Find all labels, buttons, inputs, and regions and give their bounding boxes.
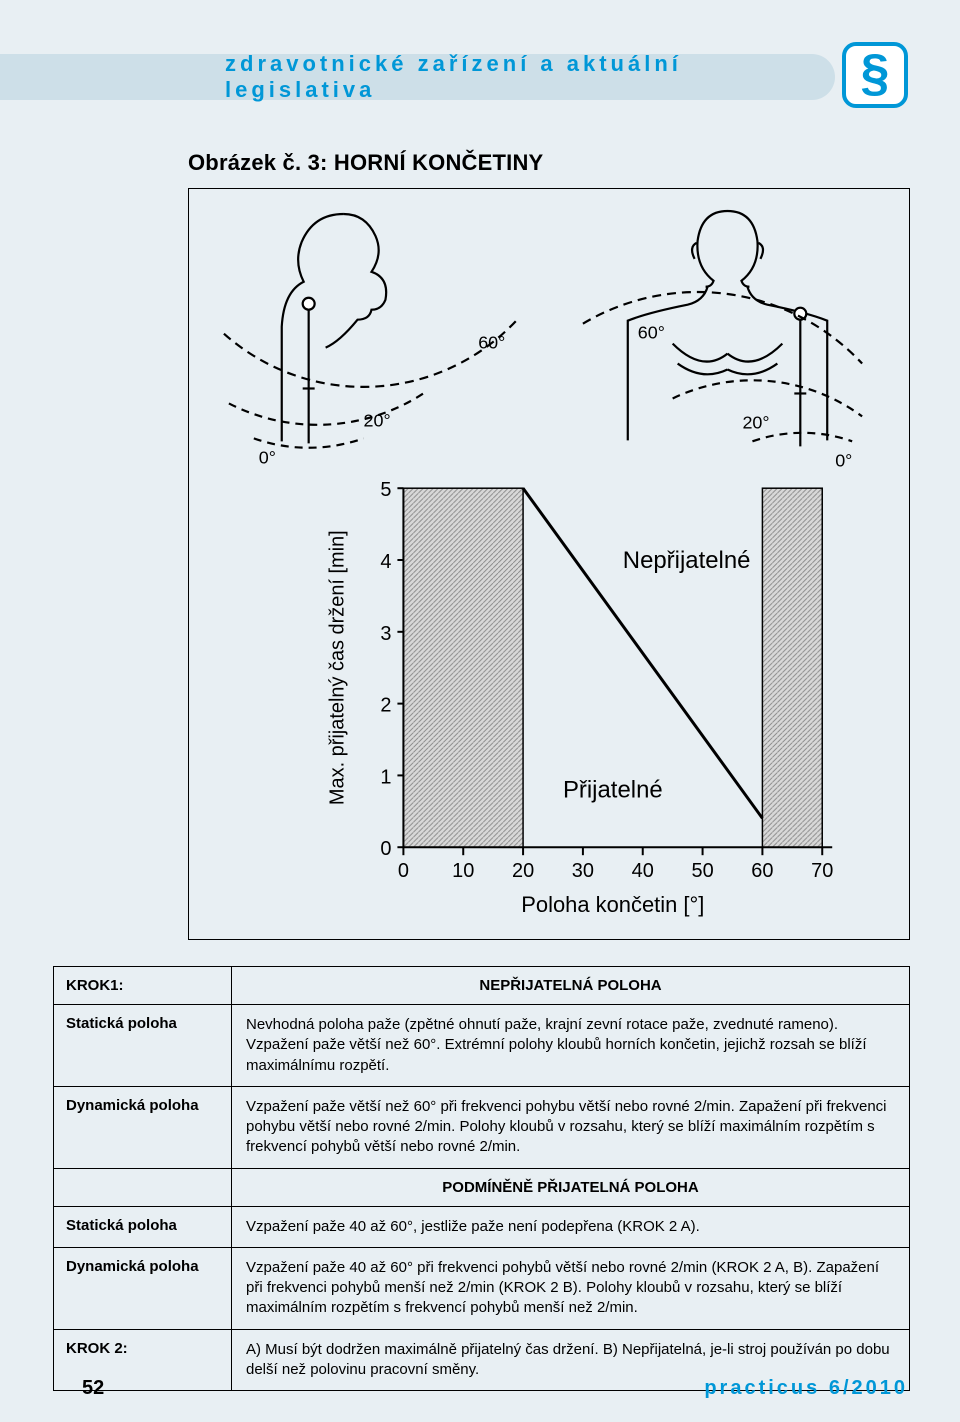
row-label: Dynamická poloha [54,1087,232,1168]
header-title: zdravotnické zařízení a aktuální legisla… [225,51,835,103]
chart: 0 1 2 3 4 5 0 10 20 30 40 50 60 70 Nepři… [327,479,834,917]
x-tick: 0 [398,860,409,882]
angle-label: 60° [638,323,665,343]
row-text: Vzpažení paže 40 až 60°, jestliže paže n… [232,1207,909,1247]
footer-publication: practicus 6/2010 [704,1377,908,1400]
figure-title: Obrázek č. 3: HORNÍ KONČETINY [188,150,543,176]
row-label: Statická poloha [54,1005,232,1086]
region-lower: Přijatelné [563,776,663,803]
table-header-1: NEPŘIJATELNÁ POLOHA [232,967,909,1004]
table-header-2: PODMÍNĚNĚ PŘIJATELNÁ POLOHA [232,1169,909,1206]
diagram-right [583,211,862,446]
bar-right [762,488,822,847]
angle-label: 20° [742,412,769,432]
x-tick: 30 [572,860,594,882]
y-tick: 5 [380,479,391,501]
y-tick: 4 [380,551,391,573]
chart-line [523,488,762,818]
blank-cell [54,1169,232,1206]
row-label: Statická poloha [54,1207,232,1247]
x-axis-label: Poloha končetin [°] [521,892,704,917]
x-tick: 20 [512,860,534,882]
x-tick: 60 [751,860,773,882]
x-tick: 10 [452,860,474,882]
angle-label: 60° [478,333,505,353]
header-band: zdravotnické zařízení a aktuální legisla… [0,54,835,100]
bar-left [403,488,523,847]
x-tick: 40 [632,860,654,882]
y-axis-label: Max. přijatelný čas držení [min] [327,530,349,805]
angle-label: 0° [835,450,852,470]
x-tick: 50 [691,860,713,882]
figure-diagram-svg: 0° 20° 60° 0° 20° 60° [189,189,909,939]
row-text: Nevhodná poloha paže (zpětné ohnutí paže… [232,1005,909,1086]
y-tick: 0 [380,838,391,860]
section-icon: § [842,42,908,108]
angle-label: 20° [364,410,391,430]
page-number: 52 [82,1377,104,1400]
y-tick: 2 [380,695,391,717]
y-tick: 1 [380,766,391,788]
krok2-label: KROK 2: [54,1330,232,1391]
x-tick: 70 [811,860,833,882]
figure-box: 0° 20° 60° 0° 20° 60° [188,188,910,940]
row-text: Vzpažení paže 40 až 60° při frekvenci po… [232,1248,909,1329]
y-tick: 3 [380,623,391,645]
row-text: Vzpažení paže větší než 60° při frekvenc… [232,1087,909,1168]
region-upper: Nepřijatelné [623,547,751,574]
krok1-label: KROK1: [54,967,232,1004]
table: KROK1: NEPŘIJATELNÁ POLOHA Statická polo… [53,966,910,1391]
row-label: Dynamická poloha [54,1248,232,1329]
angle-label: 0° [259,447,276,467]
